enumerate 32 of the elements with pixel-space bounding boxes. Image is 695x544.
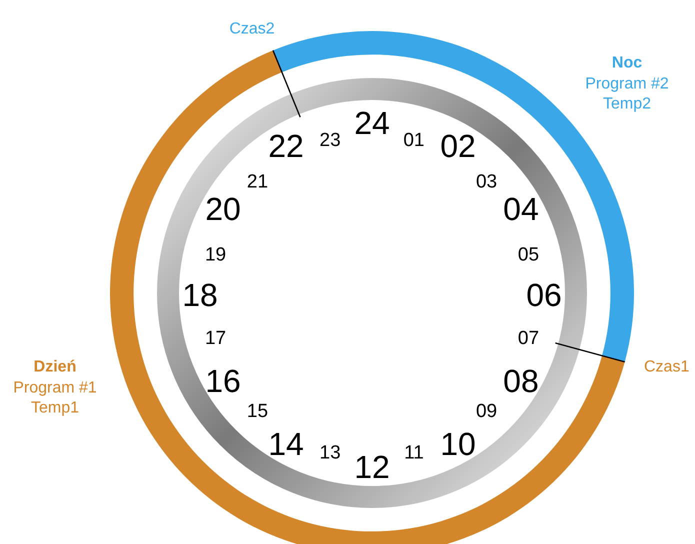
text: 14 (268, 426, 304, 462)
text: 10 (440, 426, 476, 462)
text: 03 (476, 172, 498, 193)
text: 20 (205, 190, 241, 227)
text: 22 (268, 128, 304, 164)
text: 21 (246, 172, 268, 193)
text: 12 (354, 448, 390, 485)
text: 04 (503, 190, 539, 227)
text: Program #1 (13, 379, 97, 396)
text: 01 (403, 130, 424, 151)
text: 15 (246, 400, 268, 422)
text: 16 (205, 362, 241, 399)
slice-label: Dzień (34, 358, 76, 376)
text: 19 (204, 244, 226, 266)
text: 09 (476, 400, 498, 422)
text: 24 (354, 104, 390, 141)
text: Czas2 (229, 20, 275, 38)
slice-label: Noc (612, 54, 642, 72)
text: 11 (404, 442, 424, 464)
text: 05 (518, 244, 540, 266)
text: Program #2 (585, 75, 669, 92)
text: 17 (204, 328, 226, 350)
text: 23 (320, 130, 341, 151)
text: 13 (320, 442, 341, 464)
text: 08 (503, 362, 539, 399)
text: 06 (526, 276, 562, 313)
text: Czas1 (644, 358, 690, 376)
text: Temp1 (30, 399, 80, 416)
text: 07 (518, 328, 540, 350)
text: 02 (440, 128, 476, 164)
text: 18 (182, 276, 218, 313)
text: Temp2 (602, 95, 652, 112)
